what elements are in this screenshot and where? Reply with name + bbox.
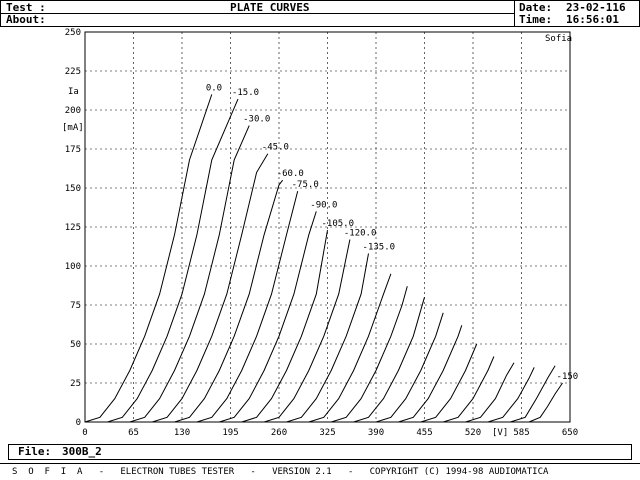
curve-line	[308, 273, 392, 423]
curve-line	[263, 239, 351, 423]
file-bar	[8, 444, 632, 460]
curve-label: -15.0	[232, 88, 259, 98]
x-tick-label: 195	[222, 428, 238, 438]
test-field[interactable]	[2, 2, 182, 14]
x-tick-label: 260	[271, 428, 287, 438]
y-tick-label: 175	[65, 145, 81, 155]
curve-line	[528, 382, 563, 423]
watermark: Sofia	[545, 34, 572, 44]
date-value: 23-02-116	[566, 1, 626, 14]
curve-line	[420, 343, 478, 423]
curves	[84, 94, 563, 423]
header-date-divider	[514, 0, 515, 27]
curve-line	[510, 365, 556, 423]
x-tick-label: 130	[174, 428, 190, 438]
curve-line	[375, 312, 444, 423]
time-value: 16:56:01	[566, 13, 619, 26]
curve-label: -75.0	[292, 180, 319, 190]
x-tick-label: 520	[465, 428, 481, 438]
curve-line	[196, 190, 299, 423]
about-label: About:	[6, 13, 46, 26]
y-axis-label: Ia	[68, 87, 79, 97]
y-tick-label: 25	[70, 379, 81, 389]
x-tick-label: 325	[319, 428, 335, 438]
curve-label: -105.0	[322, 219, 355, 229]
date-label: Date:	[519, 1, 553, 14]
curve-line	[129, 125, 250, 423]
curve-label: -135.0	[363, 243, 396, 253]
curve-labels: 0.0 -15.0-30.0-45.0-60.0-75.0-90.0-105.0-…	[206, 83, 578, 382]
header-title-divider	[0, 13, 514, 14]
file-value[interactable]: 300B_2	[62, 445, 102, 458]
curve-line	[398, 325, 463, 423]
curve-label: -150	[557, 372, 579, 382]
x-axis-unit: [V]	[492, 428, 508, 438]
curve-line	[241, 230, 328, 423]
footer-rule	[0, 463, 640, 464]
y-axis-unit: [mA]	[62, 123, 84, 133]
curve-line	[174, 179, 284, 423]
y-tick-label: 0	[76, 418, 81, 428]
curve-label: -30.0	[243, 115, 270, 125]
curve-line	[286, 253, 369, 423]
curve-line	[443, 356, 495, 423]
y-tick-label: 125	[65, 223, 81, 233]
y-tick-label: 50	[70, 340, 81, 350]
test-label: Test :	[6, 1, 46, 14]
page-title: PLATE CURVES	[230, 1, 310, 14]
time-label: Time:	[519, 13, 553, 26]
y-tick-label: 250	[65, 28, 81, 38]
footer-text: S O F I A - ELECTRON TUBES TESTER - VERS…	[12, 467, 549, 477]
x-tick-label: 390	[368, 428, 384, 438]
curve-line	[219, 211, 317, 423]
y-tick-label: 225	[65, 67, 81, 77]
curve-line	[353, 297, 425, 423]
x-tick-label: 455	[416, 428, 432, 438]
y-tick-label: 150	[65, 184, 81, 194]
curve-line	[84, 94, 213, 423]
curve-label: -120.0	[344, 228, 377, 238]
curve-label: -60.0	[277, 169, 304, 179]
curve-line	[152, 153, 269, 423]
x-tick-label: 585	[513, 428, 529, 438]
file-label: File:	[18, 445, 52, 458]
curve-line	[331, 286, 408, 423]
curve-line	[487, 367, 535, 423]
curve-line	[107, 98, 239, 423]
grid	[85, 32, 570, 422]
curve-label: -90.0	[310, 200, 337, 210]
curve-line	[465, 362, 515, 423]
y-tick-label: 100	[65, 262, 81, 272]
axis-ticks: 0 65 130 195 260 325 390 455 520 585 650 0 25 50 75 100…	[65, 28, 578, 438]
x-tick-label: 650	[562, 428, 578, 438]
y-tick-label: 200	[65, 106, 81, 116]
y-tick-label: 75	[70, 301, 81, 311]
x-tick-label: 65	[128, 428, 139, 438]
x-tick-label: 0	[82, 428, 87, 438]
curve-label: -45.0	[262, 143, 289, 153]
plate-curves-chart: 0 65 130 195 260 325 390 455 520 585 650 0 25 50 75 100…	[62, 28, 578, 438]
curve-label: 0.0	[206, 83, 222, 93]
